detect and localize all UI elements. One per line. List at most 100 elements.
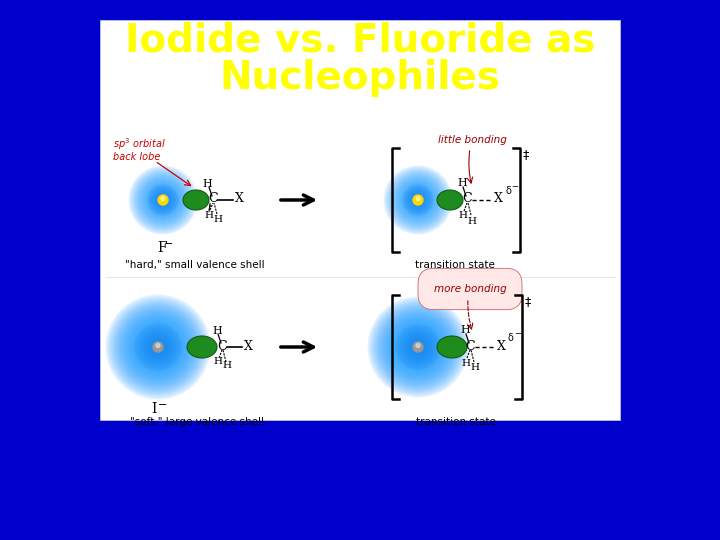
Circle shape [156,193,170,207]
Circle shape [135,324,181,370]
Circle shape [153,342,163,352]
Circle shape [154,191,172,209]
Circle shape [405,334,431,361]
Circle shape [410,192,426,208]
Circle shape [148,336,168,357]
Circle shape [160,197,166,203]
Text: H: H [212,326,222,336]
Circle shape [130,319,186,375]
Circle shape [392,174,444,226]
Circle shape [156,343,160,348]
Circle shape [395,323,441,370]
Circle shape [139,176,187,224]
Circle shape [140,178,185,222]
Text: little bonding: little bonding [438,135,506,145]
Text: −: − [164,239,174,249]
Circle shape [400,329,436,365]
Text: transition state: transition state [416,417,496,427]
Circle shape [162,199,164,201]
Circle shape [395,325,441,369]
Circle shape [394,176,442,224]
Circle shape [406,188,431,212]
Circle shape [136,173,190,227]
Circle shape [154,191,172,209]
Circle shape [385,167,451,233]
Circle shape [160,197,166,203]
Circle shape [155,344,161,350]
Text: Nucleophiles: Nucleophiles [220,59,500,97]
Circle shape [413,195,423,205]
Text: C: C [465,340,474,353]
Circle shape [400,181,436,219]
Circle shape [415,197,421,203]
Circle shape [382,312,454,382]
Circle shape [410,340,426,354]
Circle shape [405,186,431,214]
Circle shape [413,341,423,353]
Circle shape [409,338,427,356]
Text: F: F [157,241,166,255]
Circle shape [412,341,424,353]
Circle shape [150,187,176,213]
Circle shape [106,295,210,399]
Circle shape [122,311,194,383]
Circle shape [394,322,443,372]
Circle shape [406,188,430,212]
Text: H: H [460,325,470,335]
Circle shape [117,307,199,387]
Circle shape [395,177,441,224]
Circle shape [414,196,422,204]
Circle shape [390,172,446,228]
Circle shape [161,198,165,202]
Circle shape [415,343,421,350]
Circle shape [132,322,184,373]
Circle shape [413,195,423,205]
Circle shape [153,190,174,210]
Circle shape [161,198,165,202]
Circle shape [374,302,462,392]
Circle shape [146,335,169,359]
Text: H: H [204,211,214,219]
Circle shape [415,345,420,349]
Circle shape [144,333,172,361]
Circle shape [396,325,440,369]
Circle shape [146,184,179,217]
Circle shape [138,175,188,225]
Circle shape [411,340,425,354]
Circle shape [145,181,181,219]
Circle shape [152,189,174,211]
Text: C: C [208,192,218,206]
Circle shape [135,172,192,228]
Circle shape [156,345,161,349]
Ellipse shape [183,190,209,210]
Circle shape [384,314,451,380]
Circle shape [150,339,166,355]
Circle shape [130,167,196,233]
Text: H: H [214,214,222,224]
Circle shape [140,329,176,364]
Circle shape [150,188,175,212]
Circle shape [409,191,427,209]
Circle shape [153,342,163,352]
Circle shape [408,336,428,357]
Circle shape [119,308,197,386]
Circle shape [157,346,159,348]
Circle shape [153,190,173,210]
Circle shape [151,188,175,212]
Circle shape [148,185,179,215]
Circle shape [380,309,456,385]
Circle shape [138,327,178,367]
Circle shape [153,190,174,211]
Text: "soft," large valence shell: "soft," large valence shell [130,417,264,427]
Circle shape [150,187,176,213]
Circle shape [127,316,189,378]
Circle shape [149,186,177,214]
Circle shape [372,301,464,393]
Text: δ: δ [505,186,511,196]
Circle shape [416,197,420,200]
Ellipse shape [437,190,463,210]
Text: H: H [459,212,467,220]
Circle shape [377,306,459,388]
Circle shape [384,166,452,234]
Circle shape [413,342,423,352]
